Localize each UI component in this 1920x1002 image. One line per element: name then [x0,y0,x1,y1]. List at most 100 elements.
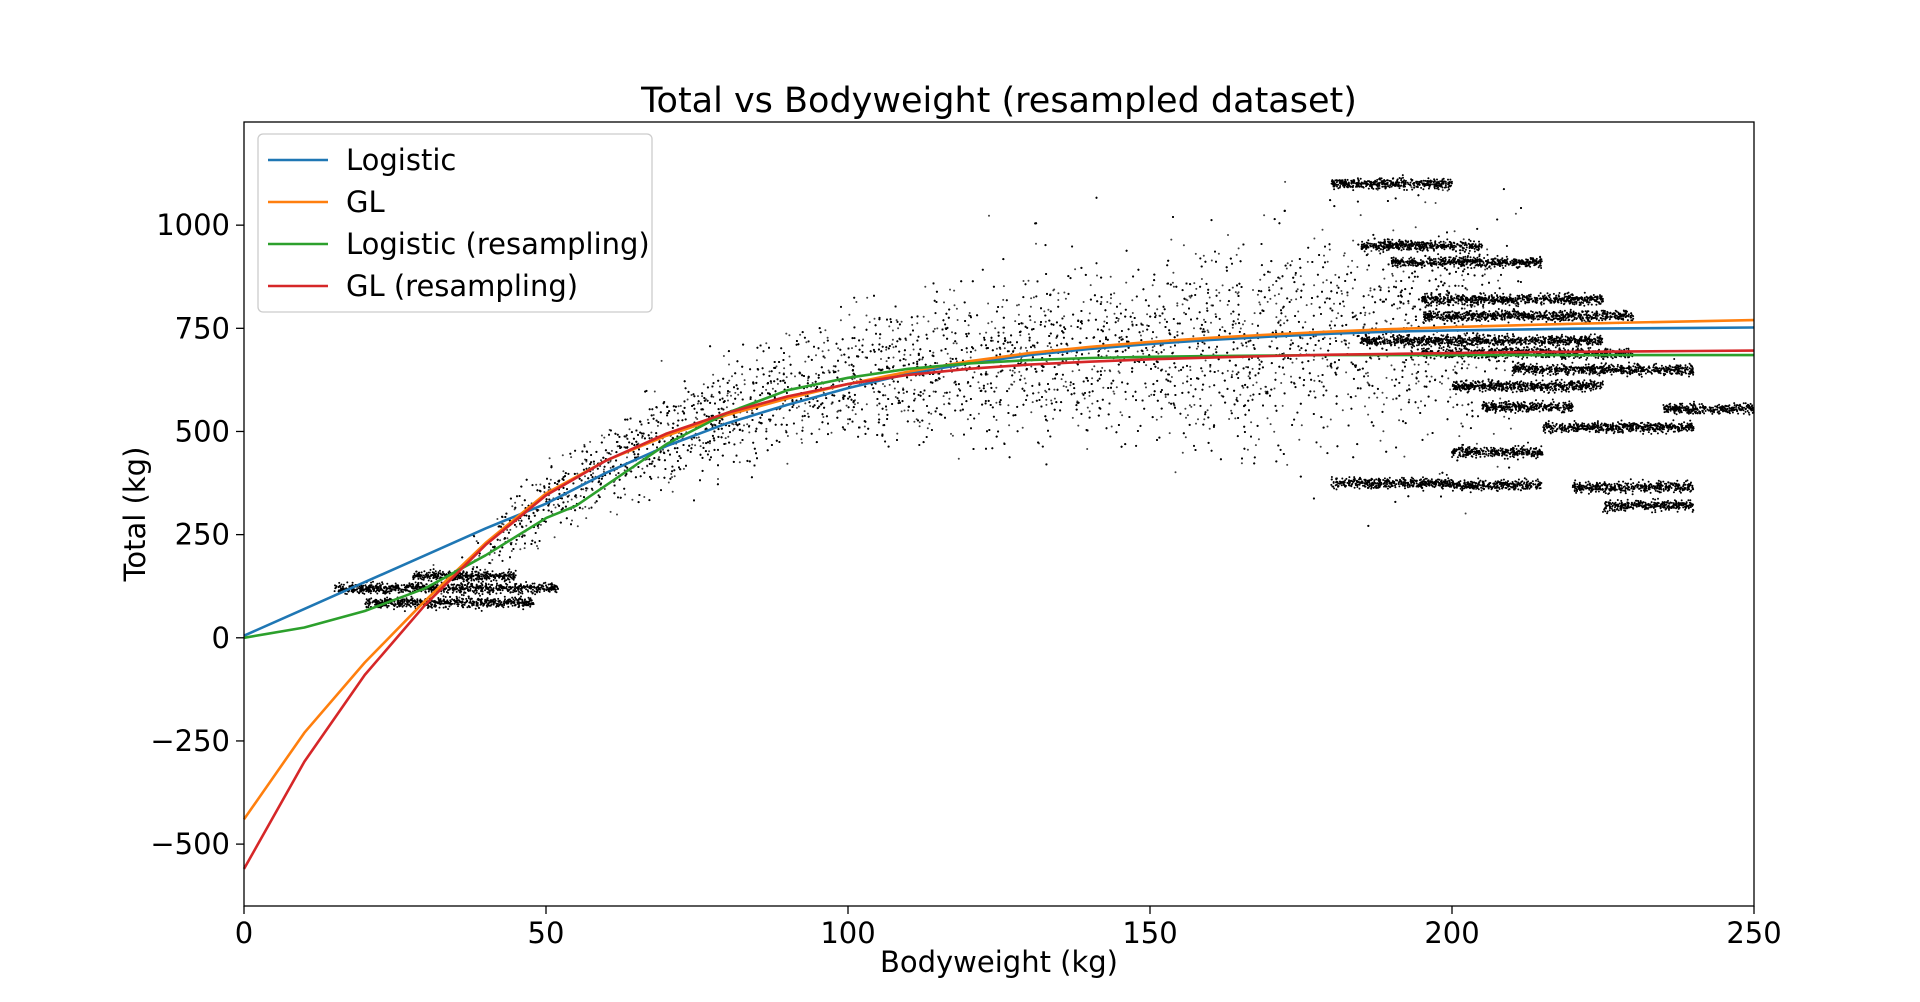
scatter-point [593,463,596,465]
scatter-point [1151,284,1154,287]
scatter-point [903,409,906,412]
scatter-point [1170,238,1173,241]
scatter-point [1087,352,1090,355]
scatter-point [1172,285,1175,288]
scatter-point [1169,346,1172,348]
scatter-point [878,337,881,340]
scatter-point [1146,313,1149,316]
scatter-point [1186,375,1189,378]
scatter-point [499,539,502,542]
scatter-point [930,412,933,415]
scatter-point [913,420,916,423]
scatter-point [1398,306,1401,309]
scatter-point [521,534,524,537]
scatter-point [1209,404,1212,407]
scatter-point [1408,384,1410,387]
scatter-point [1467,363,1470,366]
scatter-point [554,506,557,509]
scatter-point [1088,312,1091,315]
scatter-point [1461,323,1464,326]
scatter-point [1145,364,1148,367]
scatter-point [1024,346,1027,349]
scatter-point [1313,379,1316,382]
scatter-point [1275,302,1278,305]
scatter-point [1157,367,1160,370]
scatter-point [517,519,520,522]
scatter-point [1013,380,1016,383]
scatter-point [891,329,894,332]
scatter-point [863,425,866,428]
scatter-point [897,327,900,330]
scatter-point [885,348,888,351]
scatter-point [1415,372,1418,375]
scatter-point [1259,303,1262,306]
scatter-point [932,351,935,354]
scatter-point [1103,320,1106,323]
scatter-point [1024,382,1027,385]
scatter-point [801,419,804,422]
scatter-point [987,302,990,305]
scatter-point [1044,320,1047,323]
scatter-point [1226,369,1229,372]
scatter-point [1208,385,1211,388]
scatter-point [1193,327,1195,330]
scatter-point [826,336,829,339]
scatter-point [1257,438,1260,441]
scatter-point [1273,430,1276,433]
scatter-point [1008,424,1011,427]
scatter-point [973,371,976,374]
scatter-point [1168,366,1171,369]
scatter-point [784,429,787,432]
scatter-point [1247,375,1250,378]
scatter-point [576,525,579,528]
scatter-point [730,394,732,397]
scatter-point [1438,472,1441,475]
scatter-point [1447,377,1450,380]
scatter-point [696,402,699,405]
scatter-point [1461,274,1464,277]
scatter-point [1131,299,1134,302]
scatter-point [946,352,949,355]
scatter-point [832,369,835,372]
scatter-point [924,285,927,288]
scatter-point [1290,375,1292,378]
scatter-point [1273,387,1276,390]
scatter-point [458,596,461,599]
scatter-point [805,341,808,344]
scatter-point [1183,311,1186,314]
scatter-point [1234,322,1237,325]
scatter-point [1322,281,1325,284]
scatter-point [948,391,951,394]
scatter-point [855,301,858,303]
scatter-point [1256,332,1259,335]
scatter-point [702,383,705,386]
scatter-point [1378,249,1381,252]
scatter-point [786,435,789,437]
scatter-point [609,466,612,469]
scatter-point [1008,387,1011,390]
scatter-point [748,431,751,434]
scatter-point [1195,347,1198,350]
scatter-point [1156,308,1159,311]
scatter-point [1086,406,1089,409]
scatter-point [1413,363,1416,366]
scatter-point [1348,342,1351,345]
scatter-point [1154,314,1157,317]
scatter-point [1317,375,1320,377]
scatter-point [506,537,509,540]
scatter-point [1298,438,1301,441]
scatter-point [1277,293,1280,296]
scatter-point [1151,349,1154,352]
scatter-point [1063,291,1066,294]
scatter-point [1334,273,1337,276]
scatter-point [948,397,951,400]
scatter-point [1305,304,1308,307]
scatter-point [1065,385,1068,388]
scatter-point [1366,268,1369,271]
scatter-point [1290,298,1293,301]
scatter-point [1045,391,1048,393]
scatter-point [600,434,603,437]
scatter-point [1088,410,1091,413]
scatter-point [952,342,955,345]
